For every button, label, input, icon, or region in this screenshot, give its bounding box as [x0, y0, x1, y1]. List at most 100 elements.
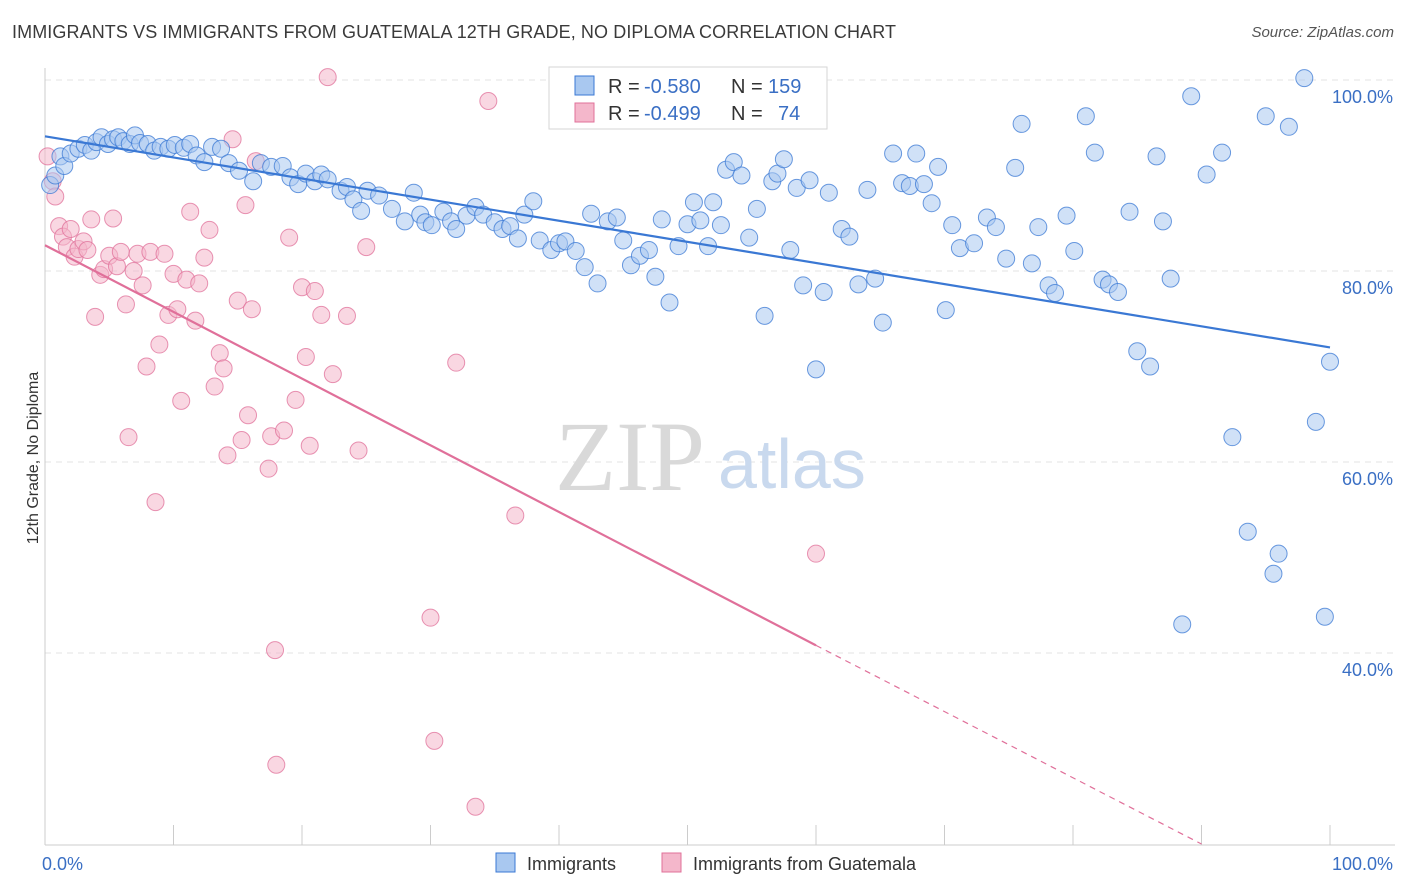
- data-point-immigrants: [747, 199, 766, 218]
- watermark: ZIP atlas: [555, 401, 866, 512]
- data-point-immigrants: [724, 153, 743, 172]
- data-point-immigrants: [858, 180, 877, 199]
- chart-title: IMMIGRANTS VS IMMIGRANTS FROM GUATEMALA …: [12, 22, 897, 42]
- data-point-guatemala: [146, 493, 165, 512]
- x-tick-labels: 0.0% 100.0%: [42, 854, 1393, 874]
- data-point-immigrants: [1197, 165, 1216, 184]
- data-point-immigrants: [884, 144, 903, 163]
- data-point-immigrants: [652, 210, 671, 229]
- data-point-guatemala: [61, 219, 80, 238]
- data-point-immigrants: [1085, 143, 1104, 162]
- data-point-guatemala: [318, 68, 337, 87]
- data-point-immigrants: [588, 274, 607, 293]
- data-point-immigrants: [1213, 143, 1232, 162]
- data-point-immigrants: [1006, 158, 1025, 177]
- data-point-immigrants: [1120, 202, 1139, 221]
- data-point-guatemala: [205, 377, 224, 396]
- data-point-guatemala: [421, 608, 440, 627]
- data-point-immigrants: [1046, 283, 1065, 302]
- data-point-immigrants: [807, 360, 825, 379]
- data-point-guatemala: [111, 242, 130, 261]
- data-point-immigrants: [704, 193, 723, 212]
- data-point-immigrants: [800, 171, 819, 190]
- data-point-immigrants: [965, 234, 984, 253]
- data-point-guatemala: [181, 202, 200, 221]
- data-point-guatemala: [223, 130, 242, 149]
- data-point-immigrants: [997, 249, 1016, 268]
- data-point-guatemala: [466, 797, 485, 816]
- legend-swatch-immigrants: [495, 852, 516, 873]
- data-point-immigrants: [1223, 428, 1242, 447]
- axes: [44, 68, 1395, 846]
- data-point-guatemala: [506, 506, 525, 525]
- data-point-immigrants: [684, 193, 703, 212]
- data-point-immigrants: [1022, 254, 1041, 273]
- legend-swatch-blue: [574, 75, 595, 96]
- data-point-guatemala: [86, 307, 105, 326]
- data-point-immigrants: [244, 172, 263, 191]
- data-point-guatemala: [155, 244, 174, 263]
- data-point-immigrants: [639, 240, 658, 259]
- data-point-guatemala: [349, 441, 368, 460]
- legend-r-value: -0.580: [644, 76, 701, 98]
- data-point-guatemala: [305, 282, 324, 301]
- data-point-immigrants: [794, 276, 813, 295]
- data-point-immigrants: [508, 229, 527, 248]
- data-point-immigrants: [732, 166, 751, 185]
- data-point-guatemala: [425, 731, 444, 750]
- data-point-guatemala: [124, 262, 143, 280]
- data-point-immigrants: [352, 201, 371, 220]
- data-point-immigrants: [1029, 218, 1048, 237]
- data-point-immigrants: [907, 144, 926, 163]
- data-point-immigrants: [1161, 269, 1180, 288]
- data-point-immigrants: [755, 306, 774, 325]
- data-point-immigrants: [1076, 107, 1095, 126]
- data-point-guatemala: [266, 641, 285, 660]
- data-point-guatemala: [300, 436, 319, 455]
- data-point-immigrants: [840, 227, 859, 246]
- data-point-immigrants: [929, 157, 948, 176]
- data-point-immigrants: [1321, 352, 1339, 371]
- legend-r-label: R =: [608, 76, 640, 98]
- data-point-immigrants: [422, 216, 441, 235]
- data-point-immigrants: [819, 183, 838, 202]
- legend-label-immigrants: Immigrants: [527, 854, 616, 874]
- data-point-guatemala: [119, 428, 138, 447]
- trend-line-guatemala: [44, 244, 817, 647]
- data-point-guatemala: [807, 544, 825, 563]
- watermark-atlas: atlas: [718, 425, 866, 503]
- data-point-immigrants: [395, 212, 414, 231]
- data-point-guatemala: [232, 431, 251, 450]
- data-point-immigrants: [212, 139, 231, 158]
- trend-line-immigrants: [44, 135, 1331, 349]
- series-guatemala-points: [38, 68, 825, 816]
- data-point-immigrants: [936, 301, 955, 320]
- data-point-immigrants: [1256, 107, 1275, 126]
- legend-swatch-pink: [574, 102, 595, 123]
- data-point-guatemala: [104, 209, 123, 228]
- data-point-immigrants: [1057, 206, 1076, 225]
- data-point-guatemala: [267, 755, 286, 774]
- legend-bottom: Immigrants Immigrants from Guatemala: [495, 852, 917, 874]
- y-axis-title: 12th Grade, No Diploma: [25, 372, 42, 545]
- data-point-immigrants: [1147, 147, 1166, 166]
- series-immigrants-points: [41, 69, 1339, 634]
- data-point-immigrants: [646, 267, 665, 286]
- data-point-guatemala: [82, 210, 101, 229]
- data-point-immigrants: [781, 240, 800, 259]
- data-point-immigrants: [566, 241, 585, 260]
- y-tick-label: 100.0%: [1332, 87, 1393, 107]
- data-point-immigrants: [1173, 615, 1192, 634]
- data-point-immigrants: [849, 275, 868, 294]
- y-tick-labels: 100.0% 80.0% 60.0% 40.0%: [1332, 87, 1393, 680]
- trend-line-guatemala-extension: [815, 644, 1202, 845]
- data-point-immigrants: [1238, 522, 1257, 541]
- data-point-immigrants: [873, 313, 892, 332]
- data-point-guatemala: [195, 248, 214, 267]
- data-point-immigrants: [524, 192, 543, 211]
- data-point-immigrants: [1315, 607, 1334, 626]
- data-point-guatemala: [275, 421, 294, 440]
- data-point-immigrants: [1295, 69, 1314, 88]
- data-point-immigrants: [1182, 87, 1201, 106]
- data-point-immigrants: [914, 175, 933, 194]
